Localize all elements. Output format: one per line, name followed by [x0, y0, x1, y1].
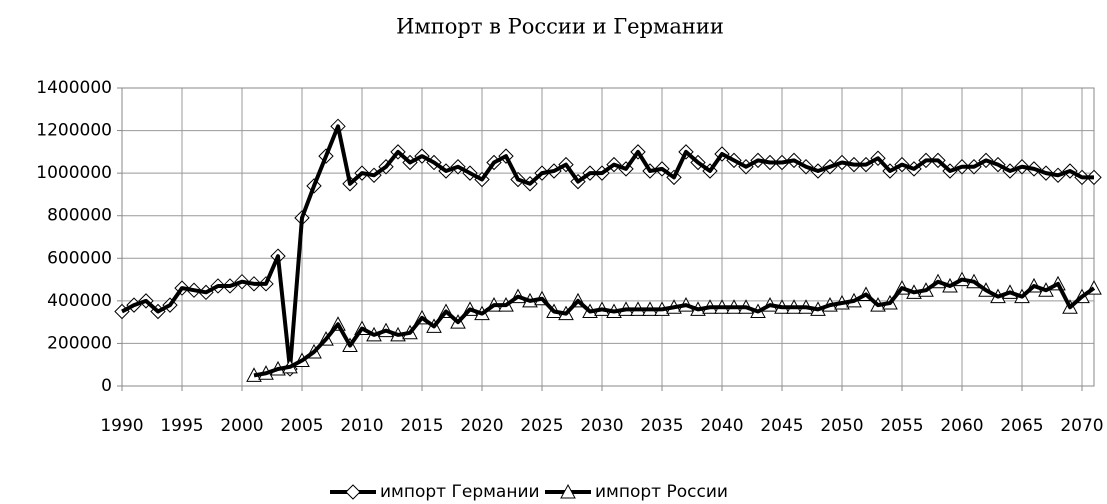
x-tick-label: 2000 — [220, 416, 263, 436]
x-tick-label: 2010 — [340, 416, 383, 436]
y-tick-label: 1200000 — [36, 121, 112, 141]
y-tick-label: 0 — [101, 376, 112, 396]
x-tick-label: 2025 — [520, 416, 563, 436]
chart-title: Импорт в России и Германии — [396, 15, 724, 39]
legend-marker — [345, 484, 361, 500]
y-tick-label: 1400000 — [36, 78, 112, 98]
x-tick-label: 2045 — [760, 416, 803, 436]
x-tick-label: 2070 — [1060, 416, 1103, 436]
x-tick-label: 2065 — [1000, 416, 1043, 436]
x-tick-label: 2020 — [460, 416, 503, 436]
x-tick-label: 2050 — [820, 416, 863, 436]
x-tick-label: 2035 — [640, 416, 683, 436]
x-tick-label: 2040 — [700, 416, 743, 436]
x-tick-label: 2055 — [880, 416, 923, 436]
x-tick-label: 2015 — [400, 416, 443, 436]
y-tick-label: 400000 — [47, 291, 112, 311]
x-tick-label: 2060 — [940, 416, 983, 436]
y-tick-label: 600000 — [47, 248, 112, 268]
x-tick-label: 1995 — [160, 416, 203, 436]
legend-label: импорт Германии — [380, 482, 540, 502]
series-line — [253, 277, 1096, 378]
x-tick-label: 1990 — [100, 416, 143, 436]
legend-marker — [560, 483, 576, 499]
y-tick-label: 800000 — [47, 206, 112, 226]
x-tick-label: 2005 — [280, 416, 323, 436]
legend-label: импорт России — [595, 482, 728, 502]
y-tick-label: 200000 — [47, 333, 112, 353]
plot-border — [121, 87, 1095, 387]
y-tick-label: 1000000 — [36, 163, 112, 183]
series-line — [121, 124, 1094, 371]
x-tick-label: 2030 — [580, 416, 623, 436]
